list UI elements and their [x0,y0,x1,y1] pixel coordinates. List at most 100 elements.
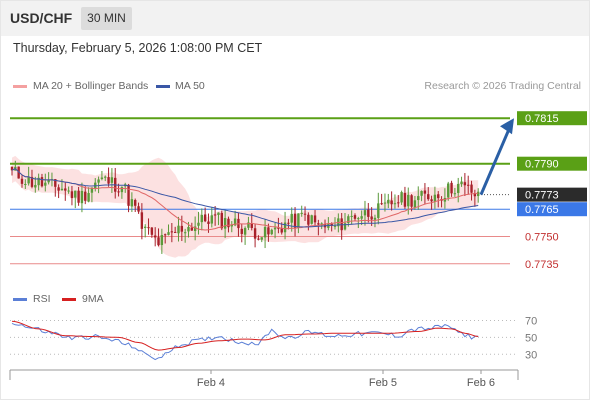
candle-body [207,221,210,224]
candle-body [437,194,440,199]
candle-body [377,203,380,218]
candle-body [127,184,130,206]
candle-body [387,199,390,204]
candle-body [400,192,403,203]
candle-body [47,180,50,183]
credit-label: Research © 2026 Trading Central [424,80,581,92]
candle-body [413,200,417,208]
level-label-box [517,187,587,202]
rsi-tick-label: 50 [525,332,537,344]
candle-body [293,213,297,228]
candle-body [10,166,14,171]
candle-body [153,235,157,238]
forecast-arrow-head [500,118,514,135]
candle-body [170,231,174,233]
candle-body [420,190,423,196]
candle-body [247,222,250,228]
candle-body [70,191,74,199]
candle-body [104,176,107,178]
level-label-text: 0.7815 [525,113,559,125]
candle-body [427,194,430,200]
candle-body [397,202,400,204]
candle-body [57,187,60,191]
candle-body [353,215,357,219]
candle-body [190,227,194,231]
candle-body [467,184,470,186]
candle-body [277,227,280,229]
candle-body [160,235,164,246]
candle-body [250,223,253,229]
ma20-legend-swatch [13,85,27,88]
candle-body [90,187,94,193]
rsi-tick-label: 30 [525,349,537,361]
candle-body [30,176,34,187]
timeframe-button[interactable]: 30 MIN [81,7,132,30]
candle-body [460,181,463,185]
symbol-label: USD/CHF [10,10,73,26]
datetime-label: Thursday, February 5, 2026 1:08:00 PM CE… [13,41,263,55]
level-label-text: 0.7735 [525,259,559,271]
candle-body [233,218,237,226]
header-bar: USD/CHF 30 MIN [0,0,590,36]
rsi-tick-label: 70 [525,315,537,327]
candle-body [240,228,243,234]
candle-body [267,227,270,235]
candle-body [403,192,407,207]
candle-body [54,179,57,187]
candle-body [473,193,477,197]
candle-body [150,227,154,235]
candle-body [447,183,450,198]
candle-body [417,196,420,201]
candle-body [177,225,180,234]
ma20-legend-label: MA 20 + Bollinger Bands [33,80,149,92]
candle-body [380,203,383,205]
candle-body [457,183,460,193]
forecast-arrow-shaft [479,128,511,196]
candle-body [290,213,293,223]
candle-body [360,216,363,219]
rsi-legend-swatch [13,298,27,301]
x-tick-label: Feb 5 [369,377,397,389]
candle-body [137,206,140,212]
candle-body [350,215,353,217]
rsi-ma-line [11,320,479,351]
level-label-resistance: 0.7790 [517,156,587,171]
level-label-text: 0.7773 [525,190,559,202]
candle-body [410,195,413,207]
level-label-box [517,202,587,217]
candle-body [423,190,427,194]
candle-body [287,222,290,224]
candle-body [280,227,283,233]
candle-body [253,228,257,239]
candle-body [147,227,150,229]
candle-body [297,213,300,228]
candle-body [340,218,343,231]
candle-body [453,193,457,195]
ma50-legend-swatch [156,85,170,88]
candle-body [24,183,27,185]
candle-body [347,216,350,224]
level-label-box [517,111,587,126]
bollinger-band-fill [12,155,479,258]
candle-body [144,226,147,228]
candle-body [87,193,90,202]
level-label-text: 0.7750 [525,232,559,244]
candle-body [130,199,134,207]
candle-body [193,226,197,232]
rsi-ma-legend-swatch [62,298,76,301]
candle-body [173,231,177,233]
level-label-support: 0.7735 [525,259,559,271]
candle-body [230,224,233,227]
candle-body [27,176,30,184]
candle-body [213,214,217,216]
level-label-box [517,156,587,171]
candle-body [200,214,204,223]
candle-body [307,214,310,225]
level-label-resistance: 0.7815 [517,111,587,126]
candle-body [210,215,213,224]
candle-body [157,237,160,246]
candle-body [310,215,313,224]
candle-body [183,232,187,234]
